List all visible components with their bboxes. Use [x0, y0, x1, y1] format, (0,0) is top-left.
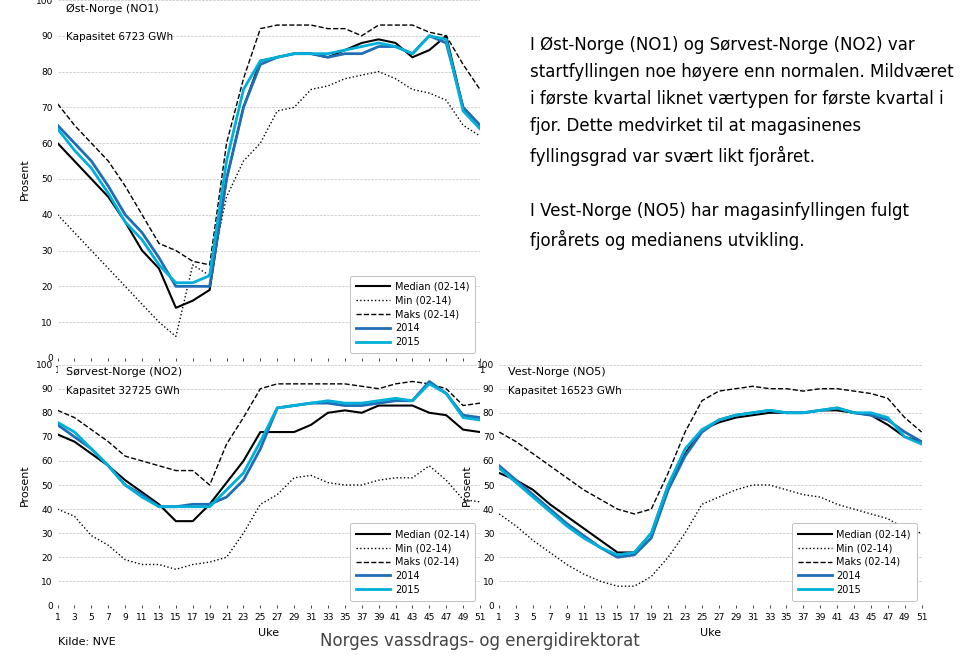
Text: Kapasitet 32725 GWh: Kapasitet 32725 GWh — [66, 386, 180, 396]
Text: Sørvest-Norge (NO2): Sørvest-Norge (NO2) — [66, 367, 182, 377]
X-axis label: Uke: Uke — [258, 628, 279, 638]
Text: Kilde: NVE: Kilde: NVE — [58, 637, 115, 647]
X-axis label: Uke: Uke — [258, 380, 279, 390]
Text: ♚: ♚ — [22, 627, 40, 646]
X-axis label: Uke: Uke — [700, 628, 721, 638]
Text: NVE: NVE — [22, 656, 40, 664]
Text: Vest-Norge (NO5): Vest-Norge (NO5) — [508, 367, 605, 377]
Y-axis label: Prosent: Prosent — [20, 464, 30, 506]
Y-axis label: Prosent: Prosent — [462, 464, 471, 506]
Legend: Median (02-14), Min (02-14), Maks (02-14), 2014, 2015: Median (02-14), Min (02-14), Maks (02-14… — [350, 276, 475, 353]
Legend: Median (02-14), Min (02-14), Maks (02-14), 2014, 2015: Median (02-14), Min (02-14), Maks (02-14… — [792, 523, 917, 601]
Text: Øst-Norge (NO1): Øst-Norge (NO1) — [66, 3, 158, 14]
Text: Kapasitet 6723 GWh: Kapasitet 6723 GWh — [66, 32, 173, 42]
Legend: Median (02-14), Min (02-14), Maks (02-14), 2014, 2015: Median (02-14), Min (02-14), Maks (02-14… — [350, 523, 475, 601]
Text: I Øst-Norge (NO1) og Sørvest-Norge (NO2) var
startfyllingen noe høyere enn norma: I Øst-Norge (NO1) og Sørvest-Norge (NO2)… — [530, 35, 953, 250]
Text: Kapasitet 16523 GWh: Kapasitet 16523 GWh — [508, 386, 621, 396]
Y-axis label: Prosent: Prosent — [20, 158, 30, 200]
Text: Norges vassdrags- og energidirektorat: Norges vassdrags- og energidirektorat — [320, 632, 640, 650]
